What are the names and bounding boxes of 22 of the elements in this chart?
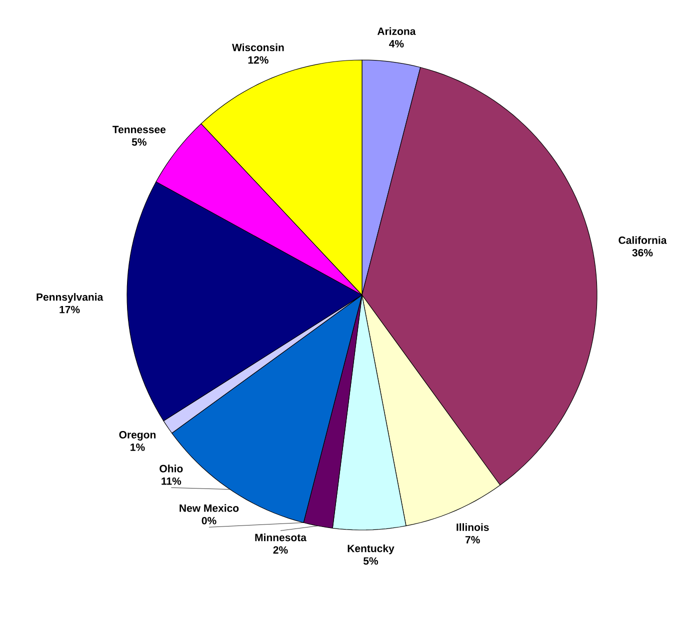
data-label: 2% xyxy=(273,546,288,554)
data-label: 5% xyxy=(363,557,378,565)
slice-label: California xyxy=(618,236,667,244)
data-label: 12% xyxy=(248,56,268,64)
data-label: 4% xyxy=(389,40,404,48)
data-label: 17% xyxy=(60,306,80,314)
data-label: 1% xyxy=(130,444,145,451)
text: 0% xyxy=(202,516,216,524)
slice-label: Pennsylvania xyxy=(36,293,104,303)
slice-label: Arizona xyxy=(377,27,416,35)
slice-label: Tennessee xyxy=(112,126,166,134)
slice-label: Wisconsin xyxy=(232,43,284,52)
slice-label: Oregon xyxy=(119,431,156,441)
data-label: 5% xyxy=(132,138,146,146)
slice-label: Kentucky xyxy=(348,544,394,554)
category-label: New Mexico xyxy=(180,504,239,512)
data-label: 11% xyxy=(162,477,182,485)
data-label: 7% xyxy=(465,536,480,544)
data-label: 36% xyxy=(632,249,653,256)
slice-label: Minnesota xyxy=(255,534,307,542)
slice-label: Illinois xyxy=(456,523,489,531)
slice-label: Ohio xyxy=(160,464,183,472)
